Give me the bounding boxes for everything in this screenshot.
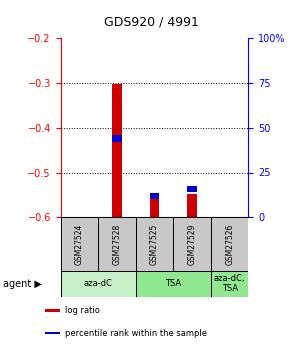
FancyBboxPatch shape bbox=[136, 271, 211, 297]
Bar bbox=[45, 309, 60, 312]
Text: aza-dC: aza-dC bbox=[84, 279, 113, 288]
FancyBboxPatch shape bbox=[61, 217, 98, 271]
Text: aza-dC,
TSA: aza-dC, TSA bbox=[214, 274, 245, 294]
Text: GSM27528: GSM27528 bbox=[112, 224, 122, 265]
Bar bbox=[150, 198, 159, 217]
FancyBboxPatch shape bbox=[173, 217, 211, 271]
Text: GSM27525: GSM27525 bbox=[150, 224, 159, 265]
FancyBboxPatch shape bbox=[61, 271, 136, 297]
FancyBboxPatch shape bbox=[211, 217, 248, 271]
Text: TSA: TSA bbox=[165, 279, 181, 288]
Bar bbox=[45, 332, 60, 334]
Text: log ratio: log ratio bbox=[65, 306, 100, 315]
FancyBboxPatch shape bbox=[136, 217, 173, 271]
Text: agent ▶: agent ▶ bbox=[3, 279, 42, 289]
Text: GDS920 / 4991: GDS920 / 4991 bbox=[104, 16, 199, 29]
Text: GSM27529: GSM27529 bbox=[188, 224, 197, 265]
Text: GSM27526: GSM27526 bbox=[225, 224, 234, 265]
Text: percentile rank within the sample: percentile rank within the sample bbox=[65, 329, 207, 338]
Bar bbox=[112, 84, 122, 217]
Text: GSM27524: GSM27524 bbox=[75, 224, 84, 265]
FancyBboxPatch shape bbox=[98, 217, 136, 271]
Bar bbox=[112, 135, 122, 141]
FancyBboxPatch shape bbox=[211, 271, 248, 297]
Bar bbox=[187, 186, 197, 192]
Bar bbox=[187, 194, 197, 217]
Bar bbox=[150, 193, 159, 199]
